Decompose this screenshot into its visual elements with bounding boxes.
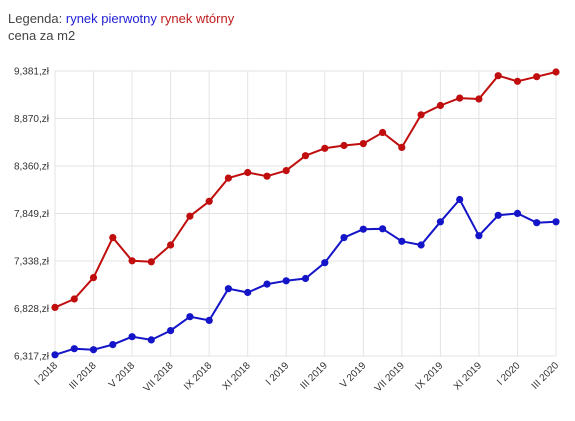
data-point[interactable] bbox=[301, 152, 310, 160]
x-tick-label: I 2019 bbox=[264, 360, 292, 388]
series-layer bbox=[51, 68, 560, 359]
x-tick-label: V 2019 bbox=[338, 360, 368, 390]
data-point[interactable] bbox=[109, 341, 117, 349]
x-tick-label: XI 2018 bbox=[221, 360, 253, 392]
data-point[interactable] bbox=[398, 237, 406, 245]
data-point[interactable] bbox=[167, 327, 175, 335]
data-point[interactable] bbox=[205, 197, 213, 205]
data-point[interactable] bbox=[379, 225, 387, 233]
data-point[interactable] bbox=[282, 167, 290, 175]
y-tick-label: 6,317,zł bbox=[14, 352, 50, 363]
data-point[interactable] bbox=[513, 77, 522, 85]
data-point[interactable] bbox=[167, 241, 175, 249]
x-tick-label: III 2020 bbox=[530, 360, 562, 392]
data-point[interactable] bbox=[147, 258, 155, 266]
data-point[interactable] bbox=[263, 280, 271, 288]
data-point[interactable] bbox=[224, 285, 232, 293]
data-point[interactable] bbox=[456, 195, 464, 204]
x-tick-label: I 2020 bbox=[495, 360, 523, 388]
data-point[interactable] bbox=[340, 234, 348, 242]
x-tick-label: IX 2019 bbox=[413, 360, 445, 392]
data-point[interactable] bbox=[263, 172, 271, 180]
data-point[interactable] bbox=[89, 346, 98, 354]
data-point[interactable] bbox=[224, 174, 232, 182]
legend-series-primary[interactable]: rynek pierwotny bbox=[65, 11, 157, 26]
data-point[interactable] bbox=[186, 313, 194, 321]
data-point[interactable] bbox=[147, 336, 155, 344]
y-tick-label: 7,338,zł bbox=[14, 257, 50, 268]
data-point[interactable] bbox=[321, 144, 329, 152]
data-point[interactable] bbox=[70, 295, 78, 303]
data-point[interactable] bbox=[282, 277, 290, 285]
y-tick-label: 9,381,zł bbox=[14, 67, 50, 78]
x-tick-label: IX 2018 bbox=[182, 360, 214, 392]
data-point[interactable] bbox=[436, 101, 444, 110]
x-tick-label: III 2018 bbox=[67, 360, 99, 392]
data-point[interactable] bbox=[51, 303, 59, 311]
data-point[interactable] bbox=[359, 225, 367, 233]
data-point[interactable] bbox=[51, 351, 59, 359]
series-secondary bbox=[51, 68, 560, 311]
data-point[interactable] bbox=[475, 232, 483, 240]
y-tick-label: 8,870,zł bbox=[14, 114, 50, 125]
x-axis-ticks: I 2018 III 2018 V 2018 VII 2018 IX 2018 XI 20… bbox=[33, 360, 562, 394]
data-point[interactable] bbox=[340, 141, 348, 150]
legend-series-secondary[interactable]: rynek wtórny bbox=[160, 11, 235, 26]
y-tick-label: 6,828,zł bbox=[14, 304, 50, 315]
data-point[interactable] bbox=[128, 333, 136, 341]
legend-prefix: Legenda: bbox=[8, 11, 63, 26]
data-point[interactable] bbox=[533, 219, 541, 227]
data-point[interactable] bbox=[321, 259, 329, 267]
data-point[interactable] bbox=[436, 218, 444, 226]
x-tick-label: III 2019 bbox=[299, 360, 331, 392]
data-point[interactable] bbox=[205, 316, 213, 324]
data-point[interactable] bbox=[552, 68, 560, 76]
y-tick-label: 7,849,zł bbox=[14, 209, 50, 220]
data-point[interactable] bbox=[244, 288, 252, 297]
legend-subtitle: cena za m2 bbox=[8, 28, 76, 43]
x-tick-label: XI 2019 bbox=[452, 360, 484, 392]
x-tick-label: V 2018 bbox=[107, 360, 137, 390]
data-point[interactable] bbox=[128, 257, 136, 265]
data-point[interactable] bbox=[475, 95, 483, 103]
y-axis-ticks: 6,317,zł 6,828,zł 7,338,zł 7,849,zł 8,360,zł… bbox=[14, 67, 50, 363]
data-point[interactable] bbox=[301, 274, 310, 283]
y-tick-label: 8,360,zł bbox=[14, 161, 50, 172]
data-point[interactable] bbox=[513, 209, 522, 217]
x-tick-label: VII 2018 bbox=[142, 360, 176, 394]
data-point[interactable] bbox=[494, 211, 502, 219]
data-point[interactable] bbox=[70, 345, 78, 353]
data-point[interactable] bbox=[89, 274, 98, 282]
series-line bbox=[54, 71, 557, 309]
data-point[interactable] bbox=[417, 111, 425, 119]
data-point[interactable] bbox=[244, 168, 252, 177]
data-point[interactable] bbox=[379, 128, 387, 137]
x-tick-label: I 2018 bbox=[33, 360, 61, 388]
data-point[interactable] bbox=[552, 218, 560, 226]
x-tick-label: VII 2019 bbox=[373, 360, 407, 394]
series-primary bbox=[51, 195, 560, 359]
data-point[interactable] bbox=[417, 241, 425, 249]
data-point[interactable] bbox=[398, 143, 406, 151]
data-point[interactable] bbox=[533, 73, 541, 81]
legend: Legenda: rynek pierwotny rynek wtórny ce… bbox=[8, 10, 234, 44]
data-point[interactable] bbox=[186, 212, 194, 220]
grid bbox=[54, 70, 557, 357]
data-point[interactable] bbox=[456, 94, 464, 102]
data-point[interactable] bbox=[494, 72, 502, 80]
data-point[interactable] bbox=[109, 234, 117, 242]
data-point[interactable] bbox=[359, 140, 367, 148]
